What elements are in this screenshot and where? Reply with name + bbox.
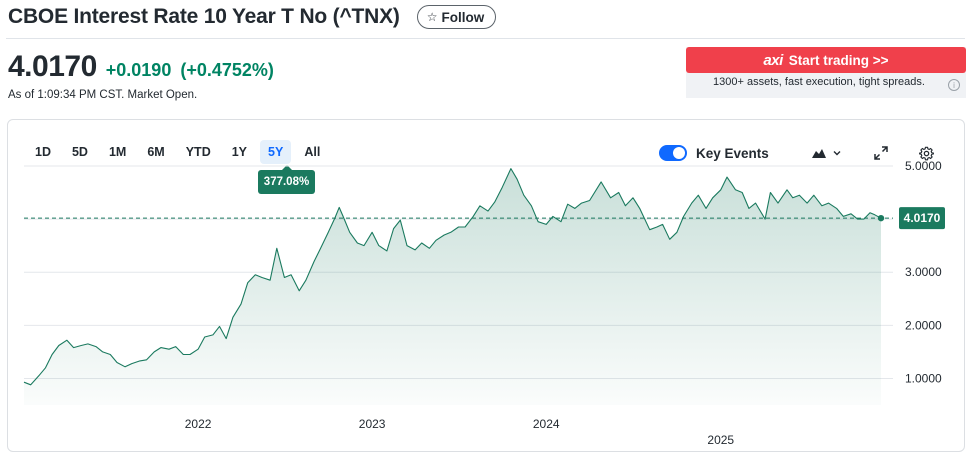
x-tick-label: 2024 [533,417,560,431]
last-price-label-box [899,207,945,230]
last-point-marker [877,214,885,222]
ad-cta-button[interactable]: axi Start trading >> [686,47,966,73]
chart-type-dropdown[interactable] [812,145,842,161]
range-6m[interactable]: 6M [147,145,165,159]
key-events-toggle[interactable] [659,145,687,161]
last-price-label: 4.0170 [904,211,941,225]
ad-banner[interactable]: axi Start trading >> 1300+ assets, fast … [686,47,966,98]
range-1d[interactable]: 1D [35,145,51,159]
x-tick-label: 2023 [359,417,386,431]
range-1m[interactable]: 1M [108,145,127,159]
series-line [23,168,882,386]
follow-button[interactable]: ☆ Follow [416,5,497,29]
y-tick-label: 1.0000 [905,371,942,385]
info-icon[interactable]: i [948,79,960,91]
ad-text: 1300+ assets, fast execution, tight spre… [713,76,925,88]
range-1y[interactable]: 1Y [231,145,248,159]
range-5d[interactable]: 5D [71,145,88,159]
key-events-label: Key Events [696,145,769,161]
header-divider [6,38,965,39]
y-tick-label: 2.0000 [905,318,942,332]
axis-labels: 5.00004.00003.00002.00001.00002022202320… [185,159,945,447]
key-events-toggle-wrap[interactable]: Key Events [659,144,769,162]
range-change-badge: 377.08% [258,165,315,194]
series-area-fill [24,168,881,405]
price-change-percent: (+0.4752%) [180,60,274,80]
price-change: +0.0190 [105,60,172,80]
toggle-knob [673,147,685,159]
chevron-down-icon [833,151,841,156]
quote-price-row: 4.0170 +0.0190 (+0.4752%) [8,50,274,84]
ad-cta-label: Start trading >> [788,52,889,68]
star-outline-icon: ☆ [426,10,438,24]
x-tick-label: 2022 [185,417,212,431]
range-all[interactable]: All [304,145,321,159]
y-tick-label: 5.0000 [905,159,942,173]
title-row: CBOE Interest Rate 10 Year T No (^TNX) ☆… [8,2,497,32]
current-price: 4.0170 [8,50,97,83]
market-timestamp: As of 1:09:34 PM CST. Market Open. [8,89,198,101]
gear-icon[interactable] [917,144,935,162]
follow-label: Follow [441,9,485,25]
range-ytd[interactable]: YTD [185,145,211,159]
ad-brand-logo: axi [763,51,783,69]
area-layer [23,168,885,405]
expand-icon[interactable] [872,144,890,162]
range-selector: 1D 5D 1M 6M YTD 1Y 5Y All [27,140,333,164]
mountain-chart-icon [812,149,826,158]
x-tick-label: 2025 [707,433,734,447]
y-tick-label: 3.0000 [905,265,942,279]
page-title: CBOE Interest Rate 10 Year T No (^TNX) [8,5,400,28]
range-5y[interactable]: 5Y [260,140,292,164]
